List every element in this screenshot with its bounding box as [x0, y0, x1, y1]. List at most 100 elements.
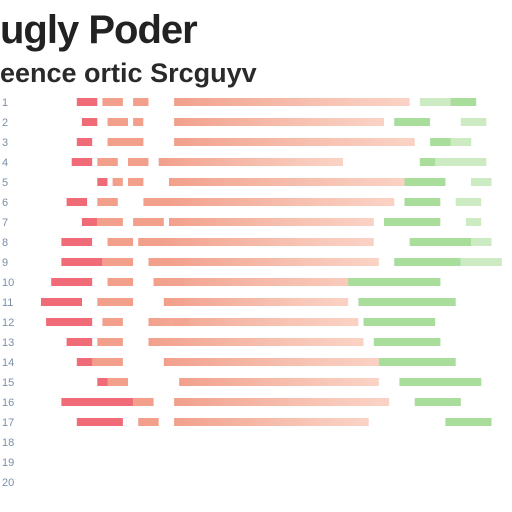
bar-segment [358, 298, 456, 306]
row-label: 12 [2, 317, 14, 329]
bar-segment [61, 258, 103, 266]
bar-segment [66, 198, 88, 206]
row-label: 2 [2, 117, 8, 129]
bar-segment [378, 358, 456, 366]
bar-segment [133, 118, 144, 126]
bar-segment [61, 398, 134, 406]
bar-segment [41, 298, 82, 306]
bar-segment [133, 98, 149, 106]
bar-segment [112, 178, 123, 186]
row-label: 6 [2, 197, 8, 209]
bar-segment [148, 338, 364, 346]
bar-segment [102, 258, 134, 266]
row-label: 9 [2, 257, 8, 269]
bar-segment [133, 398, 154, 406]
row-label: 14 [2, 357, 14, 369]
bar-segment [81, 118, 98, 126]
row-label: 16 [2, 397, 14, 409]
bar-segment [384, 218, 441, 226]
bar-segment [97, 178, 108, 186]
bar-segment [414, 398, 461, 406]
bar-segment [404, 178, 446, 186]
row-label: 4 [2, 157, 8, 169]
bar-segment [394, 258, 461, 266]
bar-segment [450, 138, 472, 146]
bar-segment [97, 158, 118, 166]
bar-segment [394, 118, 430, 126]
bar-segment [399, 378, 482, 386]
row-label: 18 [2, 437, 14, 449]
bar-segment [425, 98, 477, 106]
row-label: 15 [2, 377, 14, 389]
bar-segment [46, 318, 93, 326]
bar-segment [174, 118, 384, 126]
bar-segment [102, 98, 123, 106]
bar-segment [465, 218, 482, 226]
bar-segment [419, 98, 451, 106]
bar-segment [107, 138, 128, 146]
bar-segment [128, 138, 144, 146]
bar-segment [174, 98, 410, 106]
bar-segment [138, 238, 164, 246]
bar-segment [363, 318, 436, 326]
bar-segment [128, 158, 149, 166]
bar-segment [169, 178, 410, 186]
bar-segment [66, 338, 93, 346]
bar-segment [445, 418, 492, 426]
bar-segment [61, 238, 93, 246]
bar-segment [81, 218, 98, 226]
bar-segment [51, 278, 93, 286]
bar-segment [76, 138, 93, 146]
bar-segment [107, 118, 128, 126]
chart-title: ugly Poder [0, 8, 198, 52]
bar-segment [409, 238, 471, 246]
bar-segment [133, 218, 164, 226]
row-label: 17 [2, 417, 14, 429]
row-label: 5 [2, 177, 8, 189]
bar-segment [97, 338, 123, 346]
bar-segment [97, 198, 118, 206]
bar-segment [404, 198, 441, 206]
bar-segment [128, 178, 144, 186]
bar-segment [97, 298, 134, 306]
bar-segment [107, 378, 128, 386]
bar-segment [153, 278, 395, 286]
row-label: 10 [2, 277, 14, 289]
bar-segment [148, 258, 169, 266]
bar-segment [76, 358, 103, 366]
bar-segment [348, 278, 441, 286]
bar-segment [455, 198, 482, 206]
bar-segment [169, 298, 349, 306]
bar-segment [107, 278, 134, 286]
bar-segment [169, 258, 379, 266]
bar-segment [179, 378, 379, 386]
bar-segment [174, 138, 415, 146]
row-label: 3 [2, 137, 8, 149]
bar-segment [435, 158, 487, 166]
bar-segment [138, 418, 159, 426]
row-label: 7 [2, 217, 8, 229]
row-label: 1 [2, 97, 8, 109]
chart-subtitle: eence ortic Srcguyv [0, 58, 257, 88]
bar-segment [76, 98, 98, 106]
bar-segment [471, 178, 492, 186]
bar-segment [107, 238, 134, 246]
bar-segment [71, 158, 93, 166]
row-label: 19 [2, 457, 14, 469]
bar-segment [169, 198, 395, 206]
bar-segment [97, 218, 123, 226]
bar-segment [76, 418, 123, 426]
row-label: 20 [2, 477, 14, 489]
bar-segment [373, 338, 441, 346]
bar-segment [174, 398, 390, 406]
bar-segment [158, 158, 343, 166]
bar-segment [143, 198, 180, 206]
bar-segment [158, 238, 374, 246]
bar-segment [148, 318, 359, 326]
row-label: 11 [2, 297, 13, 309]
bar-segment [174, 418, 369, 426]
bar-segment [102, 318, 123, 326]
bar-segment [460, 118, 487, 126]
row-label: 8 [2, 237, 8, 249]
